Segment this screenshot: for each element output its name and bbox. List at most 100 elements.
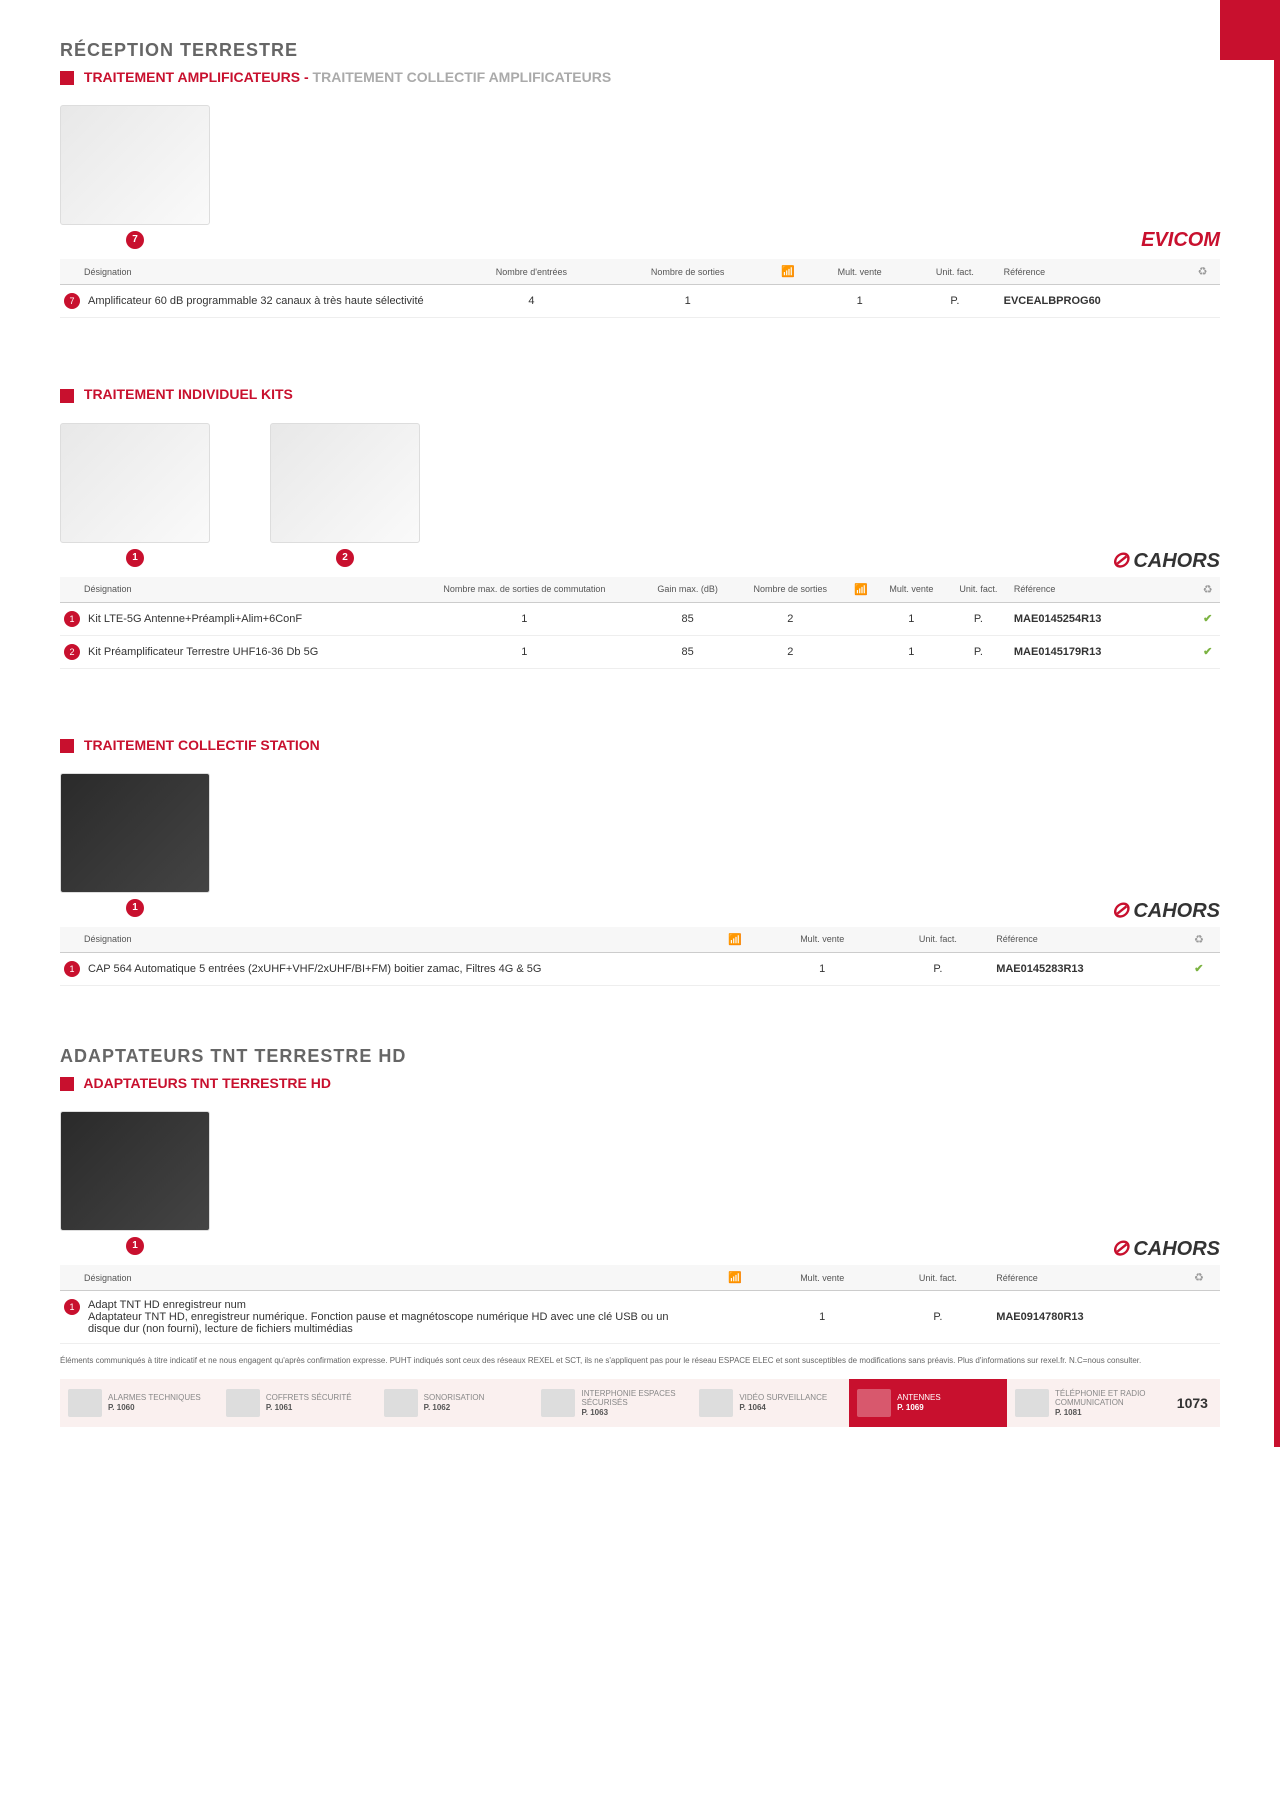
cell: 1 [761, 952, 884, 985]
cell: 1 [408, 602, 641, 635]
th: Référence [992, 927, 1178, 953]
section1-subtitle: TRAITEMENT AMPLIFICATEURS - TRAITEMENT C… [60, 69, 1220, 85]
red-square-icon [60, 389, 74, 403]
table-section4: Désignation 📶 Mult. vente Unit. fact. Ré… [60, 1265, 1220, 1344]
cell-ref: MAE0145283R13 [992, 952, 1178, 985]
brand-evicom: EVICOM [1141, 229, 1220, 252]
nav-page: P. 1061 [266, 1403, 352, 1413]
nav-page: P. 1081 [1055, 1408, 1157, 1418]
th-eco-icon: ♻ [1178, 1265, 1220, 1291]
product-images-row: 1 [60, 773, 1220, 917]
cell: Kit Préamplificateur Terrestre UHF16-36 … [88, 646, 318, 658]
nav-page: P. 1062 [424, 1403, 485, 1413]
cell: 1 [876, 635, 947, 668]
th: Unit. fact. [910, 259, 999, 285]
red-square-icon [60, 71, 74, 85]
nav-alarmes[interactable]: ALARMES TECHNIQUESP. 1060 [60, 1379, 218, 1427]
red-square-icon [60, 1077, 74, 1091]
nav-telephonie[interactable]: TÉLÉPHONIE ET RADIO COMMUNICATIONP. 1081 [1007, 1379, 1165, 1428]
nav-coffrets[interactable]: COFFRETS SÉCURITÉP. 1061 [218, 1379, 376, 1427]
nav-label: SONORISATION [424, 1393, 485, 1403]
product-badge: 1 [126, 1237, 144, 1255]
cell: CAP 564 Automatique 5 entrées (2xUHF+VHF… [88, 963, 541, 975]
table-row: 1 Adapt TNT HD enregistreur numAdaptateur… [60, 1291, 1220, 1344]
brand-cahors: ⊘CAHORS [1111, 897, 1220, 923]
cell: 85 [641, 635, 735, 668]
nav-thumb [857, 1389, 891, 1417]
nav-interphonie[interactable]: INTERPHONIE ESPACES SÉCURISÉSP. 1063 [533, 1379, 691, 1428]
nav-sonorisation[interactable]: SONORISATIONP. 1062 [376, 1379, 534, 1427]
th: Nombre de sorties [735, 577, 847, 603]
th: Unit. fact. [884, 927, 993, 953]
cell-check: ✔ [1178, 952, 1220, 985]
cell: 2 [735, 602, 847, 635]
cell-line2: Adaptateur TNT HD, enregistreur numériqu… [88, 1311, 668, 1335]
product-badge: 7 [126, 231, 144, 249]
nav-thumb [541, 1389, 575, 1417]
th: Désignation [60, 1265, 710, 1291]
nav-thumb [699, 1389, 733, 1417]
footnote: Éléments communiqués à titre indicatif e… [60, 1356, 1220, 1366]
product-badge: 1 [126, 549, 144, 567]
cahors-swirl-icon: ⊘ [1111, 547, 1129, 572]
product-badge: 1 [126, 899, 144, 917]
title-text: ADAPTATEURS TNT TERRESTRE HD [83, 1075, 331, 1091]
th-designation: Désignation [60, 259, 454, 285]
cell: Amplificateur 60 dB programmable 32 cana… [88, 295, 424, 307]
brand-cahors: ⊘CAHORS [1111, 1235, 1220, 1261]
cell: 1 [761, 1291, 884, 1344]
table-section2: Désignation Nombre max. de sorties de co… [60, 577, 1220, 669]
cell-line1: Adapt TNT HD enregistreur num [88, 1299, 246, 1311]
cell-check: ✔ [1195, 635, 1220, 668]
th-wifi-icon: 📶 [767, 259, 809, 285]
nav-antennes[interactable]: ANTENNESP. 1069 [849, 1379, 1007, 1427]
nav-label: COFFRETS SÉCURITÉ [266, 1393, 352, 1403]
th: Gain max. (dB) [641, 577, 735, 603]
product-images-row: 1 [60, 1111, 1220, 1255]
cell: 2 [735, 635, 847, 668]
th: Mult. vente [809, 259, 910, 285]
nav-page: P. 1063 [581, 1408, 683, 1418]
table-row: 1 CAP 564 Automatique 5 entrées (2xUHF+VH… [60, 952, 1220, 985]
th-eco-icon: ♻ [1178, 927, 1220, 953]
th: Nombre max. de sorties de commutation [408, 577, 641, 603]
cell: 85 [641, 602, 735, 635]
product-image [60, 773, 210, 893]
nav-thumb [68, 1389, 102, 1417]
cell-ref: MAE0145254R13 [1010, 602, 1196, 635]
th-eco-icon: ♻ [1185, 259, 1220, 285]
th: Unit. fact. [947, 577, 1010, 603]
table-row: 7Amplificateur 60 dB programmable 32 can… [60, 285, 1220, 318]
page-title: RÉCEPTION TERRESTRE [60, 40, 1220, 61]
nav-page: P. 1069 [897, 1403, 941, 1413]
nav-label: ANTENNES [897, 1393, 941, 1403]
row-badge: 1 [64, 611, 80, 627]
title-text: TRAITEMENT COLLECTIF STATION [84, 737, 320, 753]
section2-title: TRAITEMENT INDIVIDUEL KITS [60, 386, 1220, 402]
table-row: 1Kit LTE-5G Antenne+Préampli+Alim+6ConF … [60, 602, 1220, 635]
product-image [60, 423, 210, 543]
page-number: 1073 [1165, 1395, 1220, 1411]
cell: 1 [876, 602, 947, 635]
cell: 1 [408, 635, 641, 668]
product-image [60, 105, 210, 225]
red-square-icon [60, 739, 74, 753]
th: Mult. vente [876, 577, 947, 603]
product-images-row: 7 [60, 105, 1220, 249]
th: Référence [1000, 259, 1186, 285]
th: Désignation [60, 927, 710, 953]
nav-label: VIDÉO SURVEILLANCE [739, 1393, 827, 1403]
row-badge: 2 [64, 644, 80, 660]
cell: 1 [809, 285, 910, 318]
cell-ref: EVCEALBPROG60 [1000, 285, 1186, 318]
cell: P. [884, 1291, 993, 1344]
brand-text: CAHORS [1133, 550, 1220, 572]
cell: 1 [608, 285, 766, 318]
corner-tab [1220, 0, 1280, 60]
brand-cahors: ⊘CAHORS [1111, 547, 1220, 573]
nav-thumb [1015, 1389, 1049, 1417]
cahors-swirl-icon: ⊘ [1111, 897, 1129, 922]
th-wifi-icon: 📶 [710, 1265, 761, 1291]
title-text: TRAITEMENT INDIVIDUEL KITS [84, 386, 293, 402]
nav-video[interactable]: VIDÉO SURVEILLANCEP. 1064 [691, 1379, 849, 1427]
